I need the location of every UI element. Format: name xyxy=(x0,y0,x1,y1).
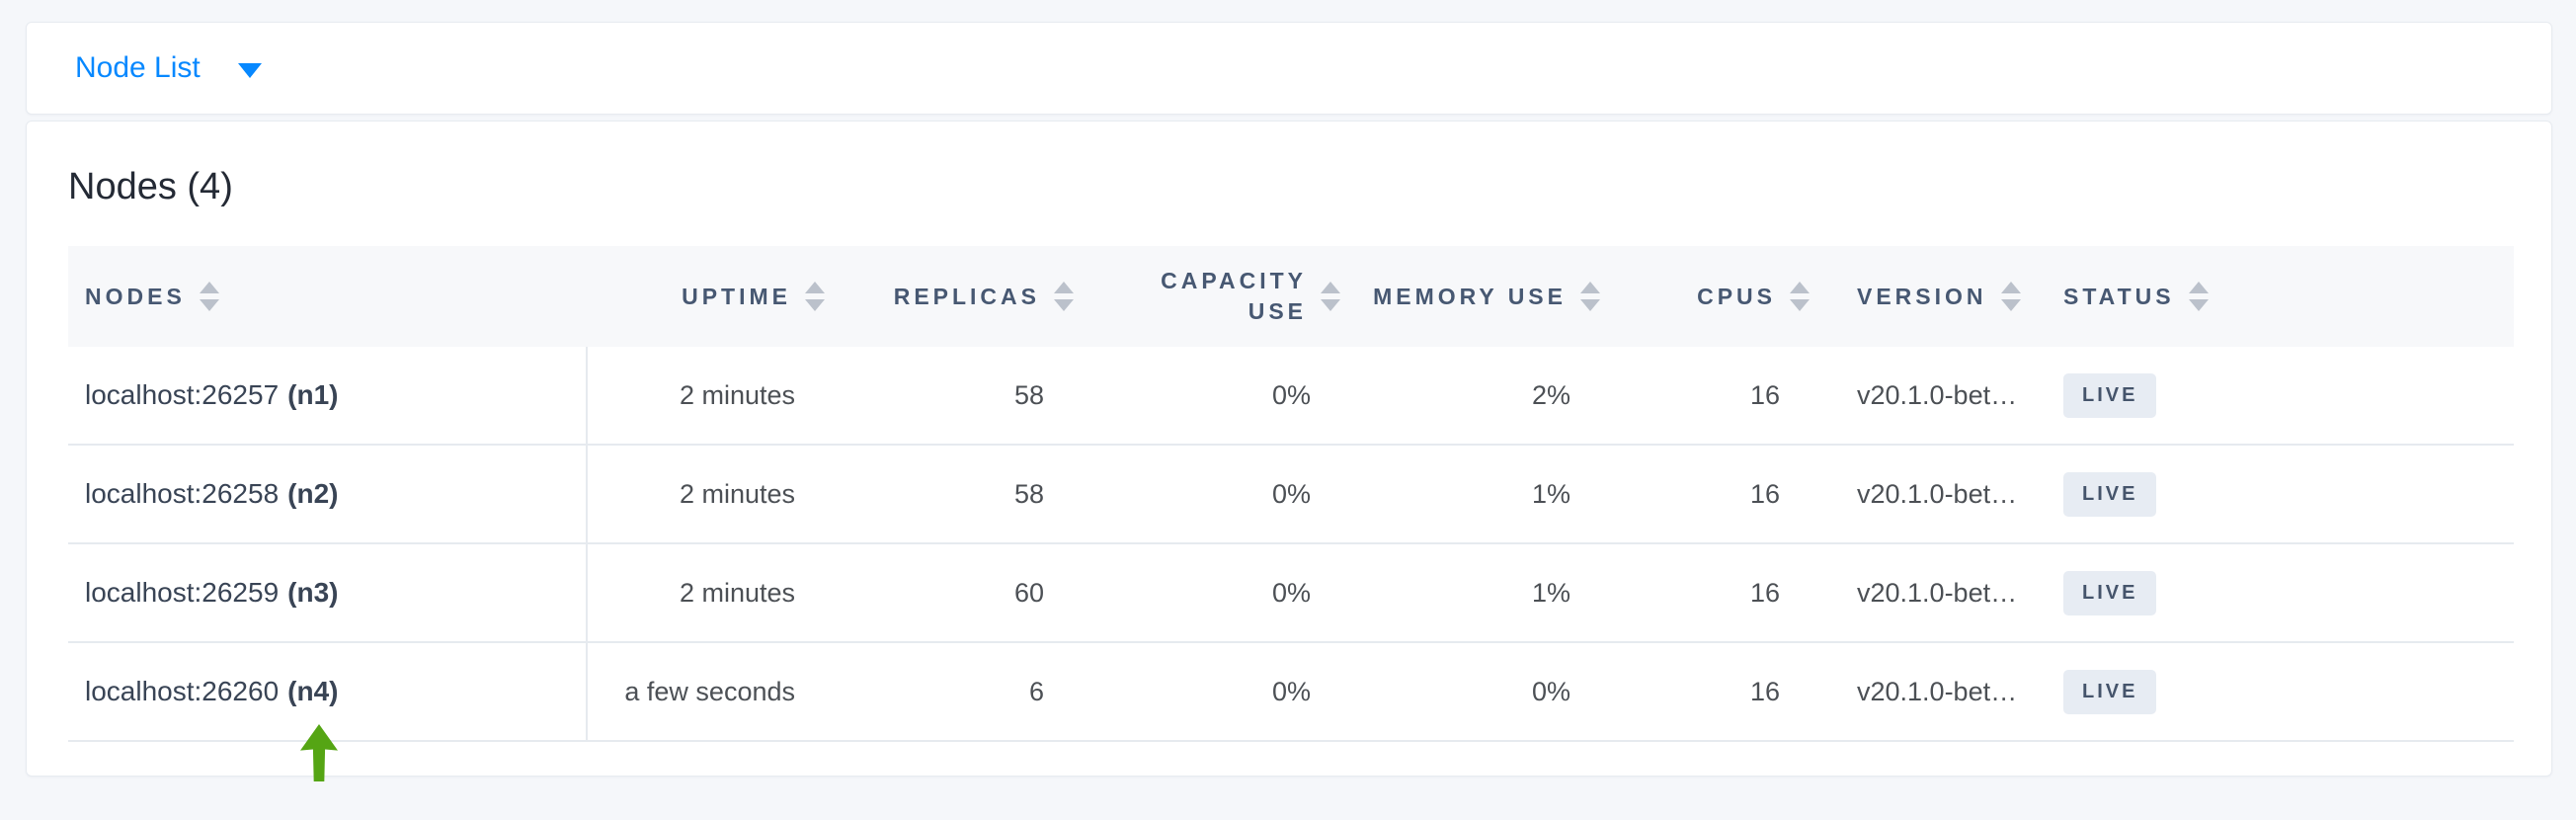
version-cell: v20.1.0-bet… xyxy=(1817,543,2038,643)
nodes-table: NODES UPTIME REPLICAS xyxy=(68,246,2514,742)
version-cell: v20.1.0-bet… xyxy=(1817,642,2038,742)
column-header-capacity-use[interactable]: CAPACITY USE xyxy=(1082,246,1348,347)
cpus-cell: 16 xyxy=(1608,347,1817,446)
uptime-cell: a few seconds xyxy=(586,642,833,742)
version-cell: v20.1.0-bet… xyxy=(1817,347,2038,446)
uptime-cell: 2 minutes xyxy=(586,347,833,446)
nodes-panel: Nodes (4) NODES UPTIME xyxy=(26,121,2552,777)
column-label: CAPACITY USE xyxy=(1161,267,1307,324)
node-id: (n3) xyxy=(287,577,339,608)
node-address-cell[interactable]: localhost:26260 (n4) xyxy=(68,642,587,742)
cpus-cell: 16 xyxy=(1608,543,1817,643)
node-address[interactable]: localhost:26257 xyxy=(85,379,280,410)
column-label: NODES xyxy=(85,283,186,309)
replicas-cell: 60 xyxy=(833,543,1082,643)
table-row[interactable]: localhost:26257 (n1) 2 minutes 58 0% 2% 1… xyxy=(68,347,2514,446)
node-address-cell[interactable]: localhost:26258 (n2) xyxy=(68,445,587,544)
uptime-cell: 2 minutes xyxy=(586,543,833,643)
column-header-nodes[interactable]: NODES xyxy=(68,246,587,347)
caret-down-icon xyxy=(237,62,262,78)
node-address-cell[interactable]: localhost:26259 (n3) xyxy=(68,543,587,643)
sort-icon[interactable] xyxy=(1321,282,1340,311)
column-label: STATUS xyxy=(2063,283,2175,309)
memory-use-cell: 0% xyxy=(1348,642,1608,742)
memory-use-cell: 1% xyxy=(1348,543,1608,643)
nodes-table-body: localhost:26257 (n1) 2 minutes 58 0% 2% 1… xyxy=(68,347,2514,742)
status-cell: LIVE xyxy=(2038,642,2514,742)
node-address[interactable]: localhost:26258 xyxy=(85,478,280,509)
page-title: Nodes (4) xyxy=(68,166,233,207)
column-header-replicas[interactable]: REPLICAS xyxy=(833,246,1082,347)
capacity-use-cell: 0% xyxy=(1082,543,1348,643)
cpus-cell: 16 xyxy=(1608,445,1817,544)
status-cell: LIVE xyxy=(2038,543,2514,643)
memory-use-cell: 2% xyxy=(1348,347,1608,446)
version-cell: v20.1.0-bet… xyxy=(1817,445,2038,544)
table-row[interactable]: localhost:26259 (n3) 2 minutes 60 0% 1% 1… xyxy=(68,543,2514,643)
column-label: VERSION xyxy=(1857,283,1987,309)
table-row[interactable]: localhost:26260 (n4) a few seconds 6 0% 0… xyxy=(68,642,2514,742)
node-id: (n4) xyxy=(287,676,339,706)
column-label: CPUS xyxy=(1697,283,1776,309)
node-address-cell[interactable]: localhost:26257 (n1) xyxy=(68,347,587,446)
node-list-dropdown[interactable]: Node List xyxy=(75,53,262,83)
replicas-cell: 58 xyxy=(833,445,1082,544)
column-header-uptime[interactable]: UPTIME xyxy=(587,246,833,347)
capacity-use-cell: 0% xyxy=(1082,642,1348,742)
column-header-cpus[interactable]: CPUS xyxy=(1608,246,1817,347)
status-cell: LIVE xyxy=(2038,445,2514,544)
sort-icon[interactable] xyxy=(2188,282,2209,311)
column-label: MEMORY USE xyxy=(1373,283,1567,309)
column-header-status[interactable]: STATUS xyxy=(2038,246,2514,347)
node-id: (n2) xyxy=(287,478,339,509)
capacity-use-cell: 0% xyxy=(1082,347,1348,446)
node-list-bar: Node List xyxy=(26,22,2552,115)
sort-icon[interactable] xyxy=(1580,282,1600,311)
page: { "topbar": { "dropdown_label": "Node Li… xyxy=(0,22,2576,820)
node-address[interactable]: localhost:26259 xyxy=(85,577,280,608)
sort-icon[interactable] xyxy=(2000,282,2021,311)
column-header-version[interactable]: VERSION xyxy=(1817,246,2038,347)
memory-use-cell: 1% xyxy=(1348,445,1608,544)
replicas-cell: 58 xyxy=(833,347,1082,446)
status-badge: LIVE xyxy=(2063,669,2157,714)
status-badge: LIVE xyxy=(2063,471,2157,517)
sort-icon[interactable] xyxy=(805,282,825,311)
capacity-use-cell: 0% xyxy=(1082,445,1348,544)
uptime-cell: 2 minutes xyxy=(586,445,833,544)
cpus-cell: 16 xyxy=(1608,642,1817,742)
node-id: (n1) xyxy=(287,379,339,410)
node-list-dropdown-label: Node List xyxy=(75,51,201,84)
sort-icon[interactable] xyxy=(1054,282,1074,311)
sort-icon[interactable] xyxy=(199,282,219,311)
status-badge: LIVE xyxy=(2063,570,2157,615)
node-address[interactable]: localhost:26260 xyxy=(85,676,280,706)
sort-icon[interactable] xyxy=(1790,282,1810,311)
column-header-memory-use[interactable]: MEMORY USE xyxy=(1348,246,1608,347)
table-header-row: NODES UPTIME REPLICAS xyxy=(68,246,2514,347)
column-label: REPLICAS xyxy=(893,283,1040,309)
replicas-cell: 6 xyxy=(833,642,1082,742)
status-cell: LIVE xyxy=(2038,347,2514,446)
column-label: UPTIME xyxy=(682,283,791,309)
table-row[interactable]: localhost:26258 (n2) 2 minutes 58 0% 1% 1… xyxy=(68,445,2514,544)
status-badge: LIVE xyxy=(2063,372,2157,418)
